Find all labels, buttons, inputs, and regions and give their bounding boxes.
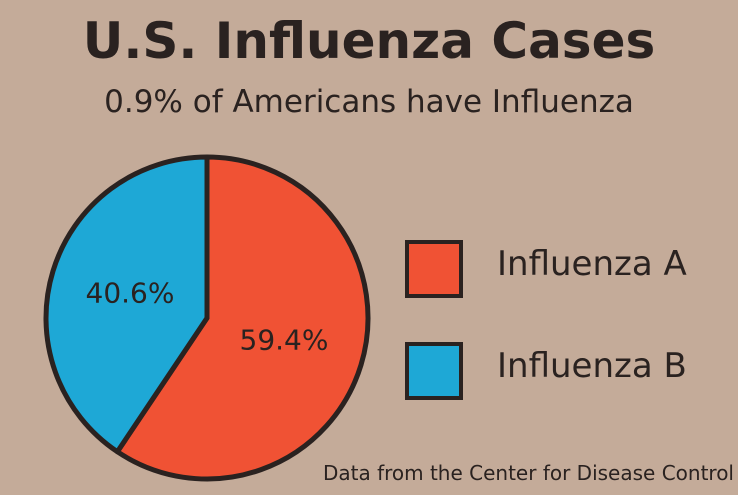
legend-label-influenza-a: Influenza A (497, 244, 687, 284)
legend-swatch-influenza-a (405, 240, 463, 298)
chart-subtitle: 0.9% of Americans have Influenza (104, 84, 634, 120)
pie-label-influenza-b: 40.6% (86, 277, 175, 310)
chart-title: U.S. Influenza Cases (82, 12, 656, 70)
source-note: Data from the Center for Disease Control (322, 461, 734, 485)
pie-slice-influenza-a (114, 154, 371, 482)
legend-label-influenza-b: Influenza B (497, 346, 687, 386)
pie-label-influenza-a: 59.4% (240, 323, 329, 356)
pie-slice-influenza-b (43, 154, 210, 455)
legend-swatch-influenza-b (405, 342, 463, 400)
